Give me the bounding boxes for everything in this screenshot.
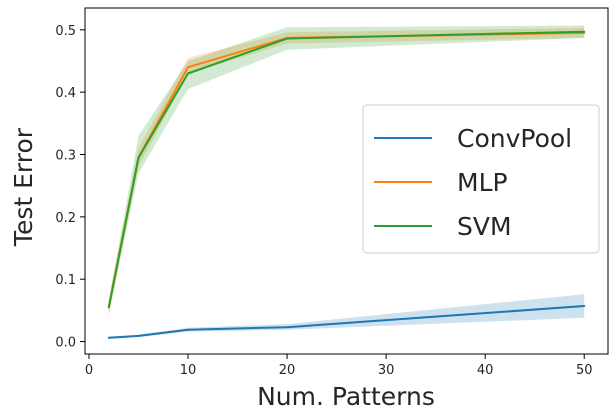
svm-point <box>187 72 189 75</box>
x-tick-label: 10 <box>180 363 197 378</box>
x-tick-label: 20 <box>279 363 296 378</box>
svm-point <box>137 156 140 159</box>
convpool-point <box>107 336 110 339</box>
y-tick-label: 0.3 <box>55 149 76 164</box>
legend-label-svm: SVM <box>457 212 512 241</box>
y-tick-label: 0.5 <box>55 24 76 39</box>
x-axis-ticks: 0 10 20 30 40 50 <box>85 354 593 378</box>
y-tick-label: 0.4 <box>55 86 76 101</box>
plot-frame <box>84 7 609 355</box>
y-axis-label: Test Error <box>9 127 38 247</box>
convpool-point <box>187 328 189 331</box>
x-tick-label: 50 <box>576 363 593 378</box>
convpool-band <box>108 294 585 339</box>
svm-point <box>107 306 110 309</box>
svm-point <box>583 30 586 33</box>
y-axis-ticks: 0.0 0.1 0.2 0.3 0.4 0.5 <box>55 24 85 351</box>
confidence-bands <box>108 25 585 339</box>
convpool-point <box>583 305 586 307</box>
x-axis-label: Num. Patterns <box>257 382 435 411</box>
convpool-point <box>137 334 140 337</box>
y-tick-label: 0.1 <box>55 273 76 288</box>
y-tick-label: 0.0 <box>55 336 76 351</box>
legend: ConvPool MLP SVM <box>362 104 600 254</box>
mlp-point <box>187 66 189 69</box>
x-tick-label: 30 <box>378 363 395 378</box>
y-tick-label: 0.2 <box>55 211 76 226</box>
x-tick-label: 0 <box>85 363 93 378</box>
convpool-point <box>286 326 289 329</box>
legend-box <box>362 104 600 254</box>
svm-point <box>286 37 289 40</box>
legend-label-mlp: MLP <box>457 168 508 197</box>
series-lines <box>107 30 586 339</box>
legend-label-convpool: ConvPool <box>457 124 572 153</box>
x-tick-label: 40 <box>477 363 494 378</box>
